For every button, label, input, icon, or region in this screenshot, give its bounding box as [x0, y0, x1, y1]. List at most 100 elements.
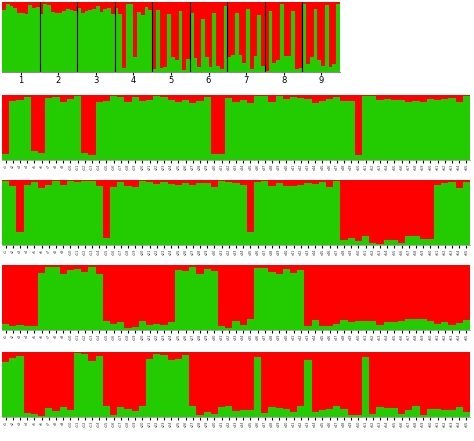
Bar: [369, 97, 376, 160]
Bar: [283, 95, 290, 99]
Bar: [369, 352, 376, 414]
Bar: [205, 56, 209, 72]
Bar: [463, 182, 470, 245]
Bar: [347, 322, 355, 330]
Bar: [311, 103, 319, 160]
Bar: [261, 95, 268, 96]
Bar: [254, 180, 261, 182]
Bar: [336, 2, 340, 4]
Bar: [168, 322, 175, 330]
Bar: [247, 352, 254, 410]
Bar: [383, 95, 391, 98]
Bar: [441, 410, 448, 417]
Bar: [232, 95, 239, 102]
Bar: [81, 2, 85, 13]
Bar: [211, 95, 218, 154]
Bar: [190, 13, 193, 72]
Bar: [456, 265, 463, 323]
Bar: [383, 180, 391, 239]
Bar: [299, 2, 302, 67]
Bar: [9, 359, 17, 417]
Bar: [268, 102, 275, 160]
Bar: [297, 352, 304, 406]
Bar: [9, 352, 17, 359]
Bar: [319, 410, 326, 417]
Bar: [85, 2, 88, 11]
Bar: [168, 95, 175, 101]
Bar: [204, 95, 211, 97]
Bar: [152, 2, 156, 69]
Bar: [21, 2, 25, 13]
Bar: [434, 352, 441, 409]
Bar: [463, 265, 470, 320]
Bar: [204, 352, 211, 412]
Bar: [427, 239, 434, 245]
Bar: [17, 2, 21, 13]
Bar: [139, 181, 146, 245]
Bar: [419, 319, 427, 330]
Bar: [441, 183, 448, 245]
Bar: [304, 180, 311, 183]
Bar: [306, 2, 310, 64]
Bar: [239, 186, 247, 245]
Bar: [340, 265, 347, 320]
Bar: [369, 243, 376, 245]
Bar: [139, 180, 146, 181]
Bar: [383, 408, 391, 417]
Bar: [38, 415, 45, 417]
Bar: [362, 352, 369, 357]
Bar: [28, 2, 32, 5]
Bar: [100, 12, 103, 72]
Bar: [2, 95, 9, 154]
Bar: [290, 411, 297, 417]
Bar: [67, 99, 74, 160]
Bar: [369, 265, 376, 321]
Bar: [45, 352, 53, 407]
Bar: [189, 95, 196, 103]
Bar: [235, 13, 238, 72]
Bar: [383, 352, 391, 408]
Bar: [225, 98, 232, 160]
Bar: [456, 95, 463, 102]
Bar: [9, 265, 17, 326]
Bar: [295, 69, 299, 72]
Bar: [434, 100, 441, 160]
Bar: [160, 180, 168, 182]
Bar: [412, 265, 419, 319]
Bar: [376, 407, 383, 417]
Bar: [146, 325, 153, 330]
Bar: [100, 2, 103, 12]
Bar: [427, 409, 434, 417]
Bar: [204, 269, 211, 330]
Bar: [67, 352, 74, 410]
Bar: [38, 180, 45, 188]
Bar: [326, 99, 333, 160]
Bar: [405, 265, 412, 319]
Bar: [376, 352, 383, 407]
Bar: [441, 180, 448, 183]
Bar: [74, 95, 81, 97]
Bar: [369, 180, 376, 243]
Bar: [24, 185, 31, 245]
Bar: [193, 58, 197, 72]
Bar: [146, 359, 153, 417]
Bar: [340, 320, 347, 330]
Bar: [2, 362, 9, 417]
Bar: [211, 154, 218, 160]
Bar: [122, 67, 126, 72]
Bar: [126, 4, 130, 72]
Bar: [463, 411, 470, 417]
Bar: [220, 69, 224, 72]
Bar: [212, 2, 216, 13]
Bar: [220, 2, 224, 69]
Bar: [347, 101, 355, 160]
Bar: [239, 352, 247, 410]
Bar: [168, 265, 175, 322]
Bar: [216, 66, 220, 72]
Bar: [160, 97, 168, 160]
Bar: [247, 180, 254, 232]
Bar: [398, 101, 405, 160]
Bar: [38, 265, 45, 273]
Bar: [24, 97, 31, 160]
Bar: [434, 180, 441, 185]
